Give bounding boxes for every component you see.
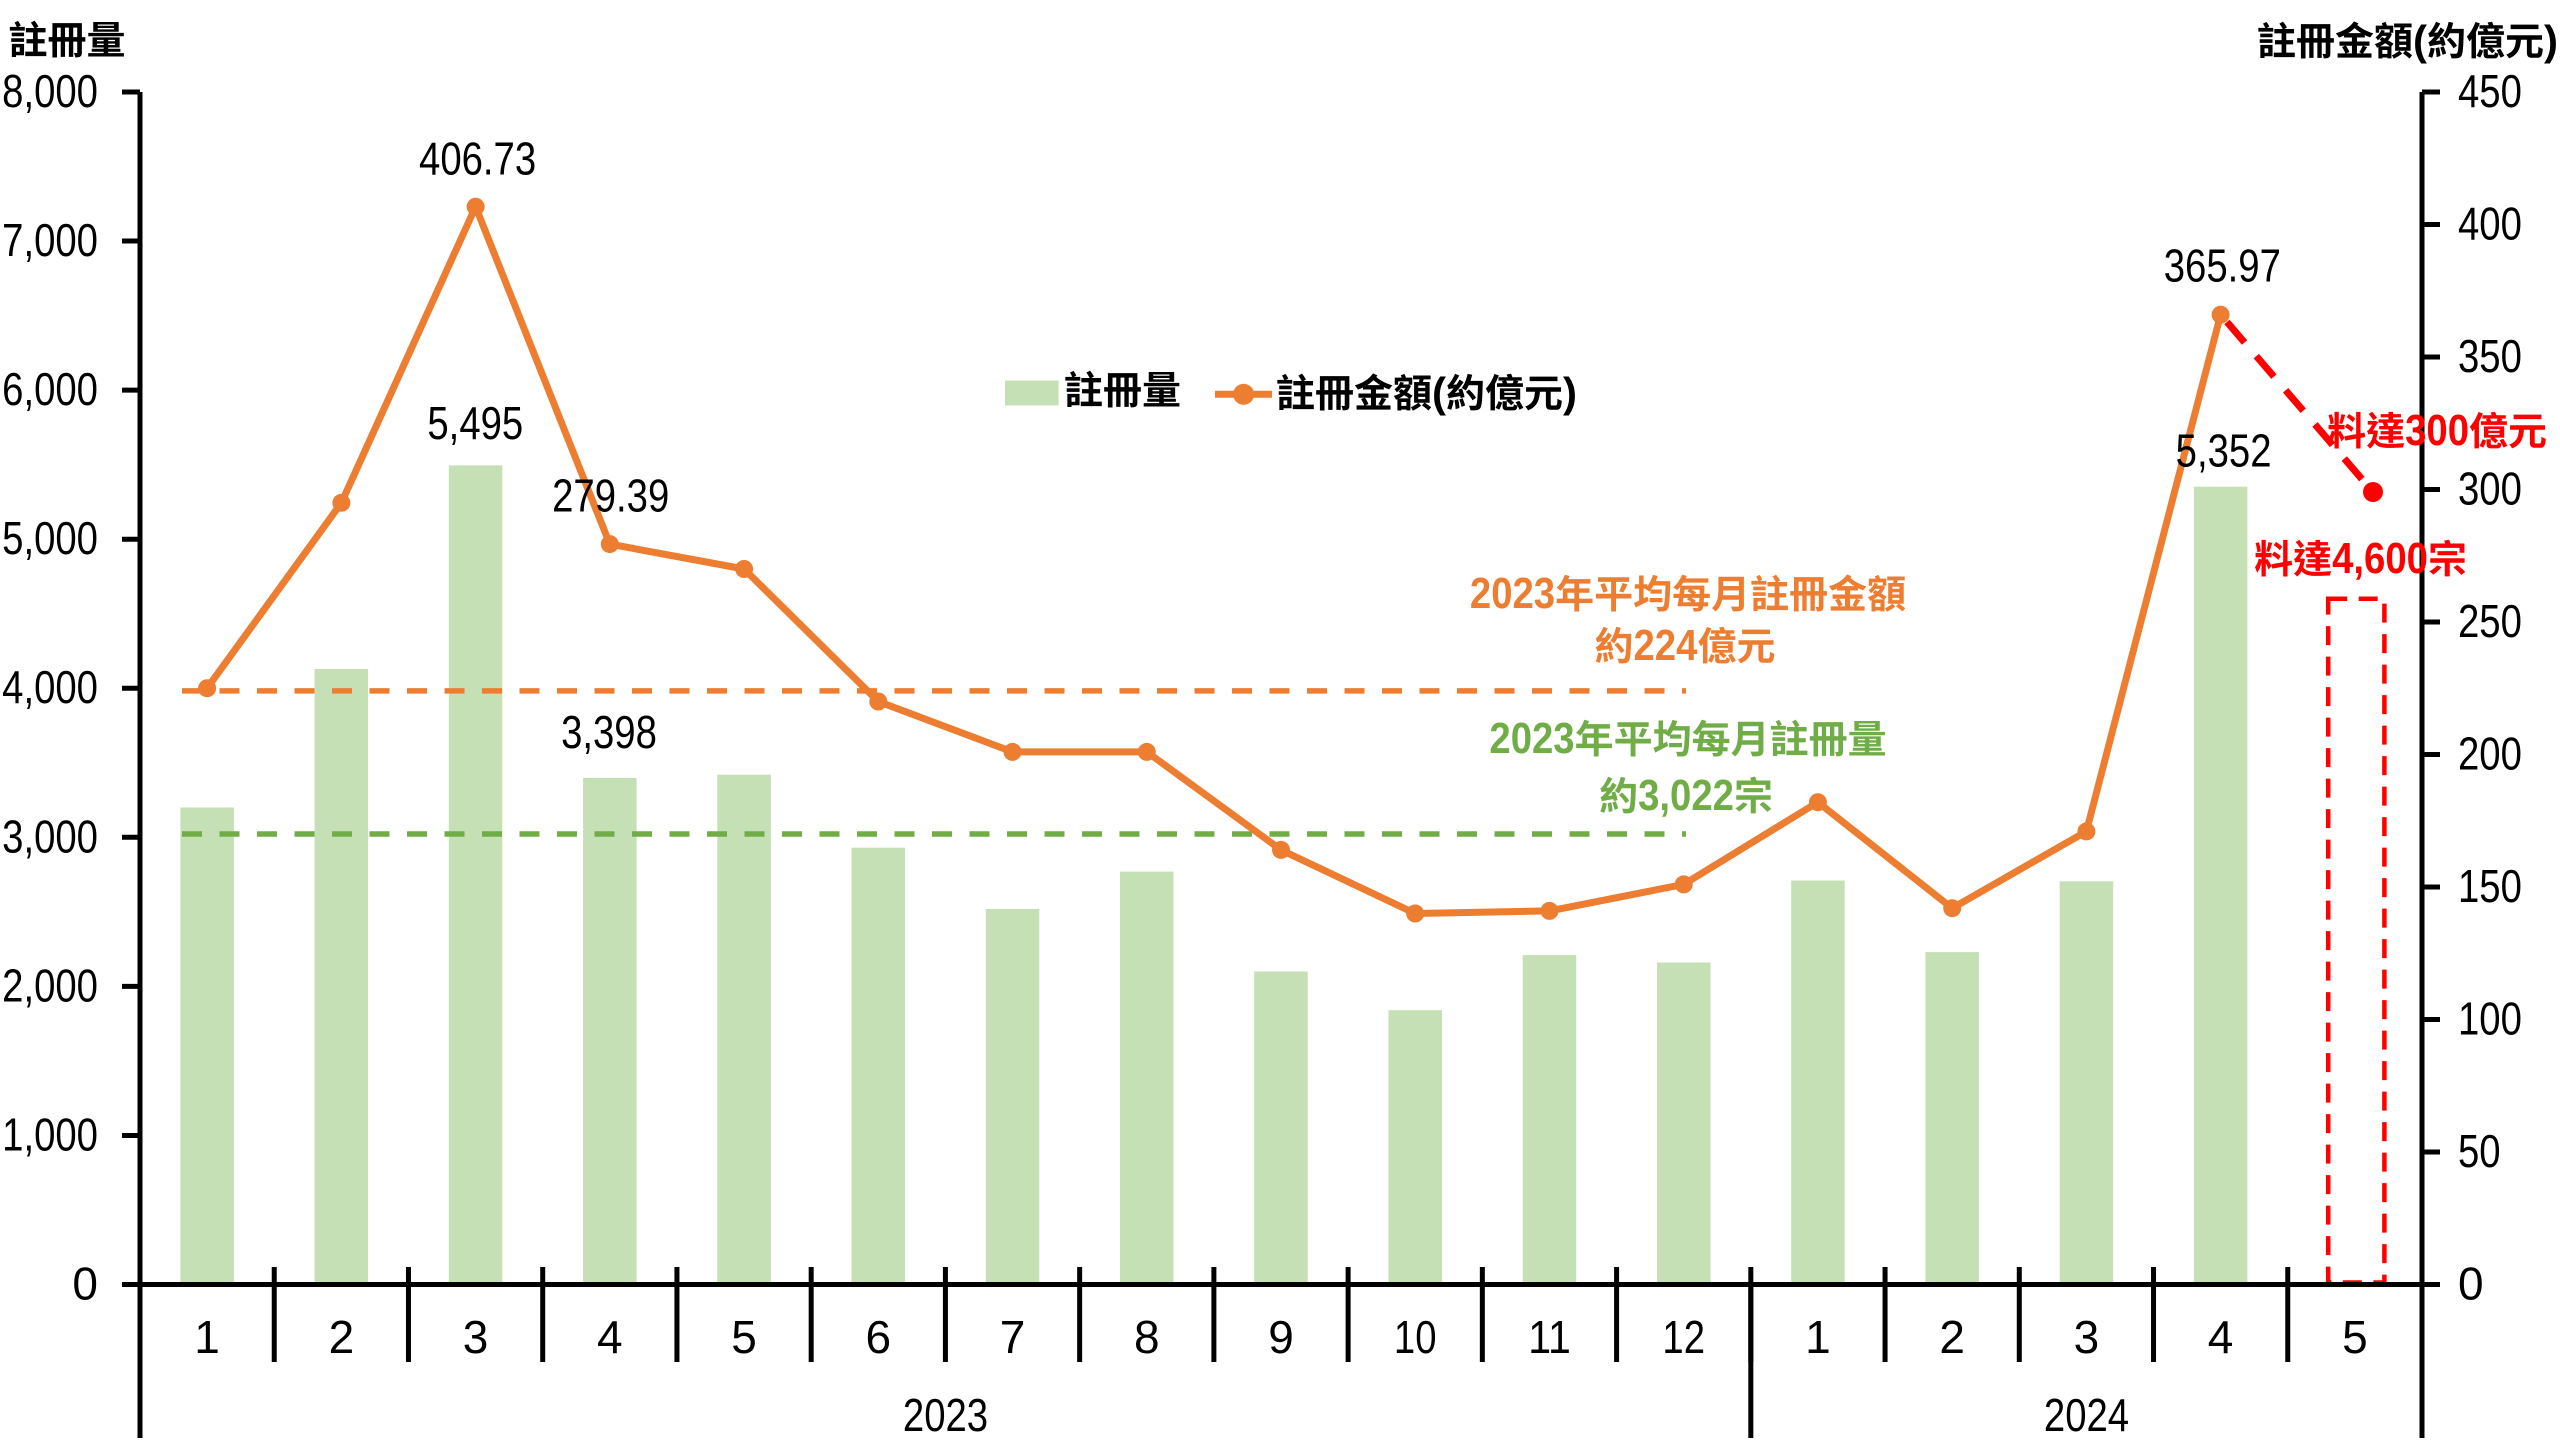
svg-text:(: (	[1432, 369, 1446, 416]
svg-text:2023: 2023	[1489, 714, 1574, 763]
svg-text:300: 300	[2405, 406, 2469, 455]
svg-text:2023: 2023	[1470, 569, 1555, 618]
svg-text:4: 4	[597, 1311, 623, 1363]
svg-text:250: 250	[2458, 595, 2522, 647]
svg-text:2: 2	[1939, 1311, 1965, 1363]
svg-text:50: 50	[2458, 1125, 2501, 1177]
svg-text:(: (	[2413, 17, 2427, 64]
svg-text:2,000: 2,000	[2, 959, 98, 1011]
svg-text:0: 0	[72, 1258, 98, 1310]
svg-text:4,600: 4,600	[2332, 534, 2428, 583]
svg-text:5: 5	[2342, 1311, 2368, 1363]
svg-text:450: 450	[2458, 65, 2522, 117]
svg-text:1,000: 1,000	[2, 1108, 98, 1160]
svg-text:3: 3	[463, 1311, 489, 1363]
svg-text:9: 9	[1268, 1311, 1294, 1363]
svg-text:300: 300	[2458, 463, 2522, 515]
svg-text:10: 10	[1394, 1311, 1437, 1363]
svg-text:0: 0	[2458, 1258, 2484, 1310]
svg-text:3,398: 3,398	[561, 706, 657, 758]
svg-text:5,352: 5,352	[2176, 424, 2272, 476]
svg-text:100: 100	[2458, 993, 2522, 1045]
svg-text:12: 12	[1662, 1311, 1705, 1363]
svg-text:350: 350	[2458, 330, 2522, 382]
svg-text:3,022: 3,022	[1638, 771, 1734, 820]
svg-text:279.39: 279.39	[552, 470, 669, 522]
svg-text:6: 6	[866, 1311, 892, 1363]
svg-text:224: 224	[1634, 621, 1698, 670]
svg-text:7,000: 7,000	[2, 214, 98, 266]
svg-text:4,000: 4,000	[2, 661, 98, 713]
svg-text:1: 1	[1805, 1311, 1831, 1363]
svg-text:400: 400	[2458, 198, 2522, 250]
svg-text:3,000: 3,000	[2, 810, 98, 862]
svg-text:): )	[1563, 369, 1577, 416]
svg-text:406.73: 406.73	[419, 133, 536, 185]
svg-text:1: 1	[194, 1311, 220, 1363]
svg-text:150: 150	[2458, 860, 2522, 912]
svg-text:): )	[2544, 17, 2558, 64]
svg-text:2024: 2024	[2044, 1389, 2129, 1440]
svg-text:5,495: 5,495	[427, 397, 523, 449]
svg-text:2023: 2023	[903, 1389, 988, 1440]
svg-text:200: 200	[2458, 728, 2522, 780]
svg-text:3: 3	[2074, 1311, 2100, 1363]
svg-text:2: 2	[329, 1311, 355, 1363]
svg-text:4: 4	[2208, 1311, 2234, 1363]
svg-text:365.97: 365.97	[2164, 240, 2281, 292]
svg-text:7: 7	[1000, 1311, 1026, 1363]
svg-text:5,000: 5,000	[2, 512, 98, 564]
svg-text:5: 5	[731, 1311, 757, 1363]
svg-text:6,000: 6,000	[2, 363, 98, 415]
svg-text:8,000: 8,000	[2, 65, 98, 117]
svg-text:8: 8	[1134, 1311, 1160, 1363]
svg-text:11: 11	[1528, 1311, 1571, 1363]
